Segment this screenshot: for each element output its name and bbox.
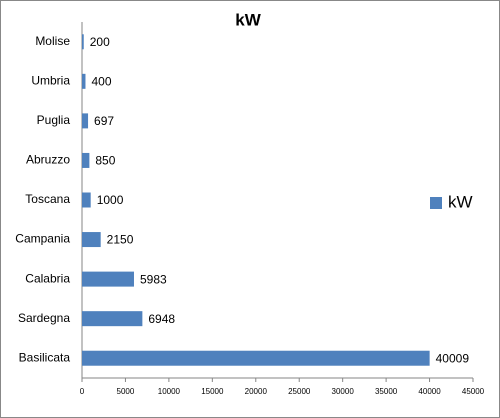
legend-swatch: [430, 197, 442, 209]
y-tick-label: Puglia: [37, 113, 71, 127]
value-label: 2150: [107, 233, 134, 247]
bar: [82, 232, 101, 248]
y-tick-label: Toscana: [25, 192, 70, 206]
value-label: 5983: [140, 272, 167, 286]
value-label: 200: [90, 35, 110, 49]
value-label: 697: [94, 114, 114, 128]
x-tick-label: 40000: [418, 387, 441, 396]
x-tick-label: 25000: [288, 387, 311, 396]
bar: [82, 271, 134, 287]
x-tick-label: 35000: [375, 387, 398, 396]
x-tick-label: 30000: [332, 387, 355, 396]
y-tick-label: Sardegna: [18, 311, 70, 325]
y-tick-label: Basilicata: [19, 350, 71, 364]
bar: [82, 73, 86, 89]
x-tick-label: 45000: [462, 387, 485, 396]
x-tick-label: 5000: [117, 387, 135, 396]
value-label: 40009: [436, 351, 470, 365]
x-tick-label: 15000: [201, 387, 224, 396]
bar: [82, 34, 84, 50]
y-tick-label: Calabria: [25, 271, 70, 285]
y-tick-label: Molise: [35, 34, 70, 48]
x-tick-label: 0: [80, 387, 85, 396]
bar: [82, 350, 430, 366]
bar: [82, 311, 143, 327]
bar: [82, 152, 90, 168]
bar: [82, 113, 89, 129]
y-tick-label: Abruzzo: [26, 153, 70, 167]
x-tick-label: 10000: [158, 387, 181, 396]
value-label: 400: [91, 75, 111, 89]
legend-label: kW: [448, 192, 473, 211]
chart-title: kW: [235, 10, 261, 29]
x-tick-label: 20000: [245, 387, 268, 396]
value-label: 6948: [148, 312, 175, 326]
bar: [82, 192, 91, 208]
value-label: 850: [95, 154, 115, 168]
value-label: 1000: [97, 193, 124, 207]
y-tick-label: Campania: [15, 232, 70, 246]
y-tick-label: Umbria: [31, 74, 70, 88]
